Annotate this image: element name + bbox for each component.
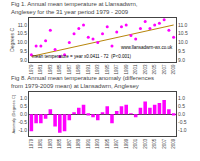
svg-text:9.5: 9.5 [20,48,27,54]
svg-text:9.0: 9.0 [178,57,185,63]
svg-text:-1.0: -1.0 [178,127,187,133]
svg-text:2007: 2007 [162,138,167,149]
svg-text:0.0: 0.0 [178,111,185,117]
svg-text:11.0: 11.0 [178,22,188,28]
svg-text:1995: 1995 [105,64,110,75]
svg-text:1993: 1993 [95,64,100,75]
svg-text:1.0: 1.0 [20,95,27,101]
svg-text:0.5: 0.5 [20,103,27,109]
svg-text:1979: 1979 [29,64,34,75]
svg-text:2007: 2007 [162,64,167,75]
svg-text:2001: 2001 [133,64,138,75]
svg-text:1983: 1983 [48,138,53,149]
svg-text:1993: 1993 [95,138,100,149]
svg-text:2009: 2009 [171,138,176,149]
svg-text:11.0: 11.0 [18,22,28,28]
svg-text:1979: 1979 [29,138,34,149]
svg-text:1997: 1997 [114,138,119,149]
svg-text:2005: 2005 [152,138,157,149]
svg-text:Fig 1. Annual mean temperature: Fig 1. Annual mean temperature at Llansa… [11,1,138,15]
svg-text:1999: 1999 [124,138,129,149]
svg-text:0.0: 0.0 [20,111,27,117]
svg-text:-1.0: -1.0 [18,127,27,133]
svg-text:1985: 1985 [57,64,62,75]
svg-text:1991: 1991 [86,64,91,75]
svg-text:1.0: 1.0 [178,95,185,101]
svg-text:-0.5: -0.5 [178,119,187,125]
svg-text:9.0: 9.0 [20,57,27,63]
svg-text:2009: 2009 [171,64,176,75]
svg-text:1987: 1987 [67,138,72,149]
svg-text:1981: 1981 [38,64,43,75]
svg-text:1995: 1995 [105,138,110,149]
svg-text:-0.5: -0.5 [18,119,27,125]
svg-text:1983: 1983 [48,64,53,75]
svg-text:Anomaly (Degrees C): Anomaly (Degrees C) [11,94,16,134]
svg-text:10.5: 10.5 [17,30,27,36]
svg-text:1981: 1981 [38,138,43,149]
svg-text:1985: 1985 [57,138,62,149]
svg-text:Fig 8. Annual mean temperature: Fig 8. Annual mean temperature anomaly (… [11,75,154,89]
svg-text:1989: 1989 [76,138,81,149]
svg-text:0.5: 0.5 [178,103,185,109]
svg-text:Degrees C: Degrees C [9,27,15,51]
svg-text:2003: 2003 [143,138,148,149]
svg-text:2001: 2001 [133,138,138,149]
svg-text:1999: 1999 [124,64,129,75]
svg-text:9.5: 9.5 [178,48,185,54]
svg-text:www.llansadwrn-wx.co.uk: www.llansadwrn-wx.co.uk [121,45,173,50]
svg-text:10.5: 10.5 [178,30,188,36]
svg-text:10.0: 10.0 [17,39,27,45]
svg-text:1989: 1989 [76,64,81,75]
svg-text:1991: 1991 [86,138,91,149]
svg-text:2003: 2003 [143,64,148,75]
svg-text:2005: 2005 [152,64,157,75]
svg-text:mean temperature = year x0.041: mean temperature = year x0.0411 - 72 (P<… [32,54,131,59]
svg-text:1987: 1987 [67,64,72,75]
svg-text:1997: 1997 [114,64,119,75]
svg-text:10.0: 10.0 [178,39,188,45]
